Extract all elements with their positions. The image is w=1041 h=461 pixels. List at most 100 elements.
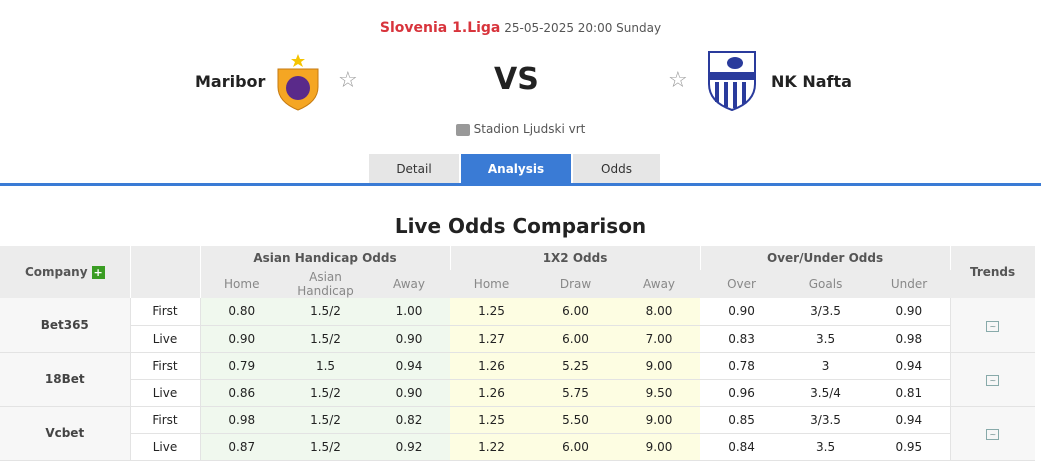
odds-cell[interactable]: 3/3.5	[783, 298, 869, 326]
add-company-plus-icon[interactable]: +	[91, 266, 105, 279]
odds-cell[interactable]: 3.5	[783, 433, 869, 461]
subheader-cell: Draw	[533, 270, 619, 298]
odds-cell[interactable]: 0.94	[868, 406, 951, 434]
stadium-icon	[455, 123, 470, 136]
favorite-home-star-icon[interactable]: ☆	[338, 68, 358, 93]
ah-header: Asian Handicap Odds	[200, 246, 451, 270]
odds-type: Live	[130, 379, 201, 407]
odds-cell[interactable]: 1.5/2	[283, 406, 368, 434]
odds-cell[interactable]: 6.00	[533, 298, 619, 326]
tab-underline	[0, 183, 1041, 186]
subheader-cell: Asian Handicap	[283, 270, 368, 298]
table-row: 18Bet First 0.79 1.5 0.94 1.26 5.25 9.00 0.78 3 0.…	[0, 352, 1036, 407]
subheader-cell: Under	[868, 270, 951, 298]
odds-cell[interactable]: 0.82	[368, 406, 451, 434]
match-datetime: 25-05-2025 20:00 Sunday	[504, 21, 662, 35]
odds-cell[interactable]: 9.00	[618, 433, 701, 461]
subheader-cell: Goals	[783, 270, 869, 298]
odds-cell[interactable]: 0.95	[868, 433, 951, 461]
trend-chart-icon[interactable]: ~	[986, 320, 1000, 332]
home-team-logo	[277, 54, 319, 111]
tab-odds[interactable]: Odds	[573, 154, 660, 184]
trend-chart-icon[interactable]: ~	[986, 429, 1000, 440]
odds-cell[interactable]: 3	[783, 352, 869, 380]
odds-cell[interactable]: 0.78	[700, 352, 784, 380]
odds-cell[interactable]: 0.90	[700, 298, 784, 326]
odds-cell[interactable]: 0.85	[700, 406, 784, 434]
away-team-name[interactable]: NK Nafta	[771, 72, 852, 91]
odds-cell[interactable]: 0.94	[368, 352, 451, 380]
trends-cell: ~	[949, 298, 1036, 353]
odds-cell[interactable]: 0.90	[368, 325, 451, 353]
odds-cell[interactable]: 7.00	[618, 325, 701, 353]
odds-cell[interactable]: 1.5/2	[283, 379, 368, 407]
odds-cell[interactable]: 9.00	[618, 406, 701, 434]
odds-cell[interactable]: 0.98	[200, 406, 283, 434]
table-row: Live 0.87 1.5/2 0.92 1.22 6.00 9.00 0.84 3.5 0.95	[0, 433, 1035, 461]
subheader-cell: Home	[200, 270, 283, 298]
odds-cell[interactable]: 0.81	[868, 379, 951, 407]
odds-cell[interactable]: 0.87	[200, 433, 283, 461]
odds-cell[interactable]: 1.5/2	[283, 325, 368, 353]
odds-cell[interactable]: 6.00	[533, 325, 619, 353]
odds-cell[interactable]: 9.00	[618, 352, 701, 380]
match-header: Slovenia 1.Liga 25-05-2025 20:00 Sunday	[0, 20, 1041, 36]
table-row: Bet365 First 0.80 1.5/2 1.00 1.25 6.00 8.00 0.90…	[0, 298, 1036, 353]
odds-cell[interactable]: 0.98	[868, 325, 951, 353]
table-row: Live 0.86 1.5/2 0.90 1.26 5.75 9.50 0.96 3.5/4 0.…	[0, 379, 1035, 407]
home-team-name[interactable]: Maribor	[195, 72, 266, 91]
odds-cell[interactable]: 0.79	[200, 352, 283, 380]
odds-cell[interactable]: 1.5/2	[283, 433, 368, 461]
odds-cell[interactable]: 8.00	[618, 298, 701, 326]
odds-cell[interactable]: 1.22	[450, 433, 534, 461]
odds-cell[interactable]: 5.50	[533, 406, 619, 434]
x-header: 1X2 Odds	[450, 246, 701, 270]
odds-cell[interactable]: 0.80	[200, 298, 283, 326]
subheader-cell: Over	[700, 270, 784, 298]
type-header	[130, 246, 201, 298]
odds-cell[interactable]: 0.90	[200, 325, 283, 353]
tab-detail[interactable]: Detail	[369, 154, 459, 184]
away-team-logo	[708, 51, 756, 112]
odds-cell[interactable]: 0.92	[368, 433, 451, 461]
odds-cell[interactable]: 1.5	[283, 352, 368, 380]
odds-cell[interactable]: 1.00	[368, 298, 451, 326]
odds-type: First	[130, 298, 201, 326]
tab-analysis[interactable]: Analysis	[461, 154, 571, 184]
section-title: Live Odds Comparison	[394, 214, 647, 238]
odds-cell[interactable]: 0.84	[700, 433, 784, 461]
company-name[interactable]: Vcbet	[0, 406, 131, 461]
vs-label: VS	[494, 62, 539, 97]
favorite-away-star-icon[interactable]: ☆	[668, 68, 688, 93]
odds-cell[interactable]: 3.5/4	[783, 379, 869, 407]
odds-cell[interactable]: 9.50	[618, 379, 701, 407]
trends-cell: ~	[949, 352, 1036, 407]
odds-cell[interactable]: 0.94	[868, 352, 951, 380]
odds-cell[interactable]: 1.25	[450, 298, 534, 326]
odds-cell[interactable]: 3.5	[783, 325, 869, 353]
odds-cell[interactable]: 5.75	[533, 379, 619, 407]
odds-cell[interactable]: 3/3.5	[783, 406, 869, 434]
trend-chart-icon[interactable]: ~	[986, 375, 1000, 386]
odds-cell[interactable]: 6.00	[533, 433, 619, 461]
odds-cell[interactable]: 0.83	[700, 325, 784, 353]
tab-bar: Detail Analysis Odds	[369, 154, 662, 184]
odds-cell[interactable]: 5.25	[533, 352, 619, 380]
subheader-cell: Away	[368, 270, 451, 298]
ou-header: Over/Under Odds	[700, 246, 951, 270]
table-row: Live 0.90 1.5/2 0.90 1.27 6.00 7.00 0.83 3.5 0.98	[0, 325, 1035, 353]
odds-cell[interactable]: 0.96	[700, 379, 784, 407]
odds-type: First	[130, 406, 201, 434]
odds-cell[interactable]: 0.86	[200, 379, 283, 407]
odds-cell[interactable]: 1.26	[450, 379, 534, 407]
league-name[interactable]: Slovenia 1.Liga	[379, 20, 501, 36]
odds-cell[interactable]: 1.5/2	[283, 298, 368, 326]
odds-cell[interactable]: 0.90	[368, 379, 451, 407]
odds-cell[interactable]: 1.26	[450, 352, 534, 380]
odds-cell[interactable]: 1.25	[450, 406, 534, 434]
odds-cell[interactable]: 1.27	[450, 325, 534, 353]
odds-cell[interactable]: 0.90	[868, 298, 951, 326]
company-name[interactable]: 18Bet	[0, 352, 131, 407]
subheader-cell: Away	[618, 270, 701, 298]
company-name[interactable]: Bet365	[0, 298, 131, 353]
